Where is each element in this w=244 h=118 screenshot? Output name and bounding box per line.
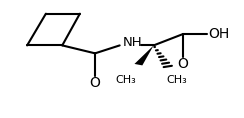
Text: OH: OH — [209, 27, 230, 41]
Text: CH₃: CH₃ — [167, 75, 187, 85]
Text: O: O — [90, 76, 101, 90]
Text: O: O — [177, 57, 188, 71]
Text: NH: NH — [123, 36, 143, 49]
Text: CH₃: CH₃ — [115, 75, 136, 85]
Polygon shape — [134, 45, 154, 65]
